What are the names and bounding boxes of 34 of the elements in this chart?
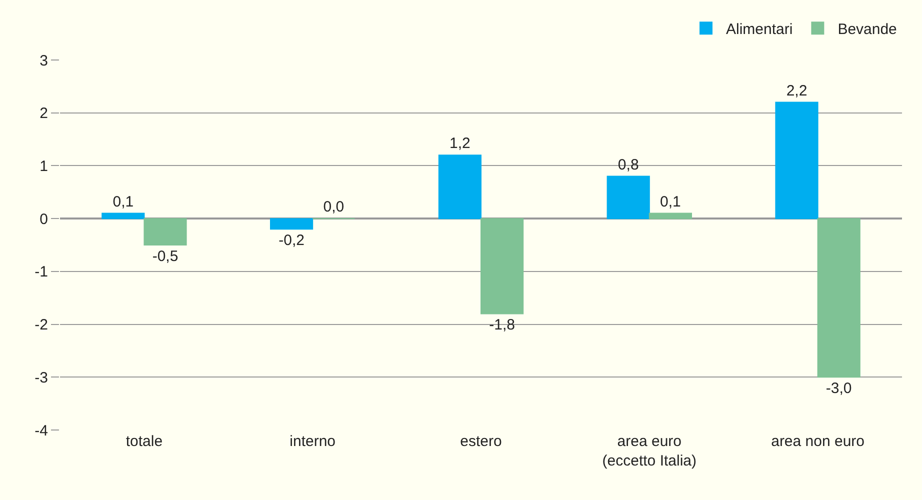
y-tick-label: -2 xyxy=(34,316,48,334)
data-label: -0,2 xyxy=(278,232,304,250)
y-tick-label: -1 xyxy=(34,264,48,281)
y-tick-label: -3 xyxy=(34,369,48,386)
data-label: 1,2 xyxy=(450,135,470,152)
y-tick-label: 0 xyxy=(40,210,48,228)
x-tick-label: interno xyxy=(290,433,336,450)
legend-label: Bevande xyxy=(838,21,897,38)
legend-label: Alimentari xyxy=(726,21,793,38)
data-label: 0,8 xyxy=(618,156,639,174)
bar xyxy=(102,212,145,220)
bar xyxy=(775,102,818,220)
data-label: 0,1 xyxy=(660,193,681,210)
y-tick-label: 3 xyxy=(40,52,48,70)
data-label: -3,0 xyxy=(826,380,852,398)
bar xyxy=(270,218,314,230)
data-label: 2,2 xyxy=(786,82,808,100)
bar xyxy=(144,218,187,246)
bar xyxy=(606,176,650,220)
y-tick-label: -4 xyxy=(34,422,48,440)
bar xyxy=(438,154,482,220)
data-label: 0,1 xyxy=(112,193,134,210)
data-label: -0,5 xyxy=(152,248,178,265)
y-tick-label: 2 xyxy=(40,105,48,122)
x-tick-label: totale xyxy=(126,433,163,450)
data-label: 0,0 xyxy=(323,198,344,216)
x-tick-label: area non euro xyxy=(771,433,865,450)
x-tick-label: area euro (eccetto Italia) xyxy=(602,433,697,470)
bar xyxy=(648,212,692,220)
bar xyxy=(817,218,860,378)
x-tick-label: estero xyxy=(460,433,502,450)
data-label: -1,8 xyxy=(489,316,515,334)
y-tick-label: 1 xyxy=(40,158,48,175)
bar xyxy=(480,218,524,314)
